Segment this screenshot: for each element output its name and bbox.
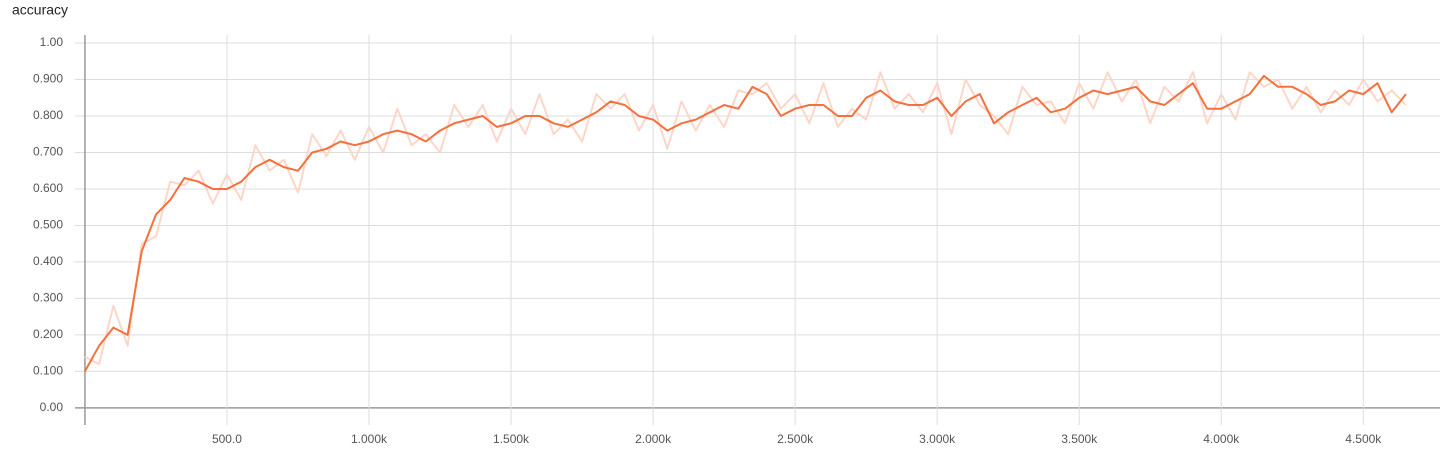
y-tick-label: 0.300 <box>33 291 63 305</box>
x-tick-label: 4.500k <box>1345 432 1382 446</box>
line <box>84 74 1407 372</box>
y-tick-label: 0.100 <box>33 364 63 378</box>
chart-title: accuracy <box>12 2 68 18</box>
y-tick-label: 0.600 <box>33 181 63 195</box>
line <box>84 71 1407 366</box>
x-tick-label: 3.000k <box>919 432 956 446</box>
y-tick-label: 0.500 <box>33 218 63 232</box>
y-tick-label: 0.00 <box>40 400 64 414</box>
x-tick-label: 1.500k <box>493 432 530 446</box>
x-tick-label: 500.0 <box>212 432 242 446</box>
y-tick-label: 0.700 <box>33 145 63 159</box>
x-tick-label: 3.500k <box>1061 432 1098 446</box>
y-tick-label: 0.900 <box>33 72 63 86</box>
y-tick-label: 0.400 <box>33 254 63 268</box>
y-tick-label: 0.200 <box>33 327 63 341</box>
y-tick-label: 0.800 <box>33 108 63 122</box>
x-tick-label: 2.500k <box>777 432 814 446</box>
x-tick-label: 1.000k <box>351 432 388 446</box>
x-tick-label: 4.000k <box>1203 432 1240 446</box>
y-tick-label: 1.00 <box>40 35 64 49</box>
x-tick-label: 2.000k <box>635 432 672 446</box>
